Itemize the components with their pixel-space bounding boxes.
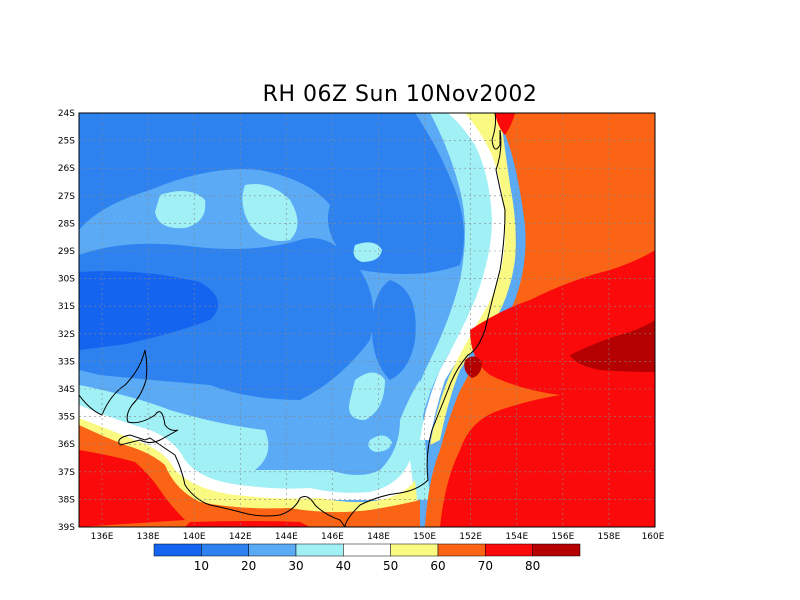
lat-tick-label: 30S: [58, 275, 75, 285]
lat-tick-label: 31S: [58, 302, 75, 312]
rh-field-70-80-southwest: [79, 450, 185, 527]
colorbar-label: 20: [241, 559, 256, 573]
lat-tick-label: 25S: [58, 137, 75, 147]
lon-tick-label: 158E: [597, 532, 620, 542]
lon-tick-label: 146E: [321, 532, 344, 542]
rh-field-30-40-d: [349, 372, 385, 420]
lat-tick-label: 39S: [58, 523, 75, 533]
rh-field-30-40-coast: [405, 113, 500, 430]
rh-field-70-80-top: [495, 113, 515, 135]
rh-field-80-plus-east: [570, 320, 655, 372]
coastline-southwest: [79, 349, 346, 527]
lon-tick-label: 154E: [505, 532, 528, 542]
colorbar-swatch-10-20: [201, 543, 249, 557]
lat-tick-label: 28S: [58, 219, 75, 229]
colorbar-label: 60: [430, 559, 445, 573]
lat-tick-label: 38S: [58, 495, 75, 505]
rh-field-70-80-east: [440, 250, 655, 527]
lon-tick-label: 148E: [367, 532, 390, 542]
lat-tick-label: 36S: [58, 440, 75, 450]
colorbar-label: 70: [478, 559, 493, 573]
colorbar: [153, 543, 581, 557]
lon-tick-label: 138E: [137, 532, 160, 542]
lon-tick-label: 160E: [642, 532, 665, 542]
lat-tick-label: 24S: [58, 109, 75, 119]
colorbar-swatch-70-80: [485, 543, 533, 557]
lon-tick-label: 140E: [183, 532, 206, 542]
rh-field-30-40-c: [353, 242, 382, 262]
map-frame: [78, 112, 656, 528]
lat-tick-label: 26S: [58, 164, 75, 174]
colorbar-label: 80: [525, 559, 540, 573]
colorbar-label: 40: [336, 559, 351, 573]
longitude-labels: 136E 138E 140E 142E 144E 146E 148E 150E 152E 154E…: [91, 532, 665, 542]
lon-tick-label: 136E: [91, 532, 114, 542]
colorbar-label: 10: [194, 559, 209, 573]
rh-field-30-40-a: [155, 191, 206, 229]
rh-field-80-plus-coast: [464, 356, 482, 378]
lat-lon-grid: [79, 113, 655, 527]
lat-tick-label: 37S: [58, 468, 75, 478]
coastline: [344, 113, 506, 527]
lat-tick-label: 29S: [58, 247, 75, 257]
lon-tick-label: 152E: [459, 532, 482, 542]
lon-tick-label: 142E: [229, 532, 252, 542]
rh-field-30-40-b: [242, 184, 298, 241]
lat-tick-label: 27S: [58, 192, 75, 202]
colorbar-labels: 10 20 30 40 50 60 70 80: [194, 559, 541, 573]
colorbar-swatch-40-50: [343, 543, 391, 557]
lon-tick-label: 156E: [551, 532, 574, 542]
latitude-labels: 24S 25S 26S 27S 28S 29S 30S 31S 32S 33S 34S 35S 36S 3…: [58, 109, 75, 533]
lon-tick-label: 144E: [275, 532, 298, 542]
colorbar-swatch-60-70: [437, 543, 486, 557]
rh-field-70-80-south: [185, 521, 310, 527]
lat-tick-label: 34S: [58, 385, 75, 395]
colorbar-label: 30: [288, 559, 303, 573]
colorbar-swatch-30-40: [295, 543, 344, 557]
colorbar-label: 50: [383, 559, 398, 573]
relative-humidity-map: [79, 113, 655, 527]
map-title: RH 06Z Sun 10Nov2002: [262, 82, 538, 107]
colorbar-swatch-below10: [153, 543, 202, 557]
rh-field-below-10: [79, 271, 218, 350]
colorbar-swatch-20-30: [248, 543, 297, 557]
rh-field-10-20-inner: [371, 280, 416, 380]
rh-field-10-20-west: [79, 113, 464, 274]
rh-field-30-40-e: [368, 435, 392, 452]
lat-tick-label: 35S: [58, 413, 75, 423]
lon-tick-label: 150E: [413, 532, 436, 542]
lat-tick-label: 32S: [58, 330, 75, 340]
colorbar-swatch-80plus: [532, 543, 581, 557]
lat-tick-label: 33S: [58, 357, 75, 367]
colorbar-swatch-50-60: [390, 543, 439, 557]
